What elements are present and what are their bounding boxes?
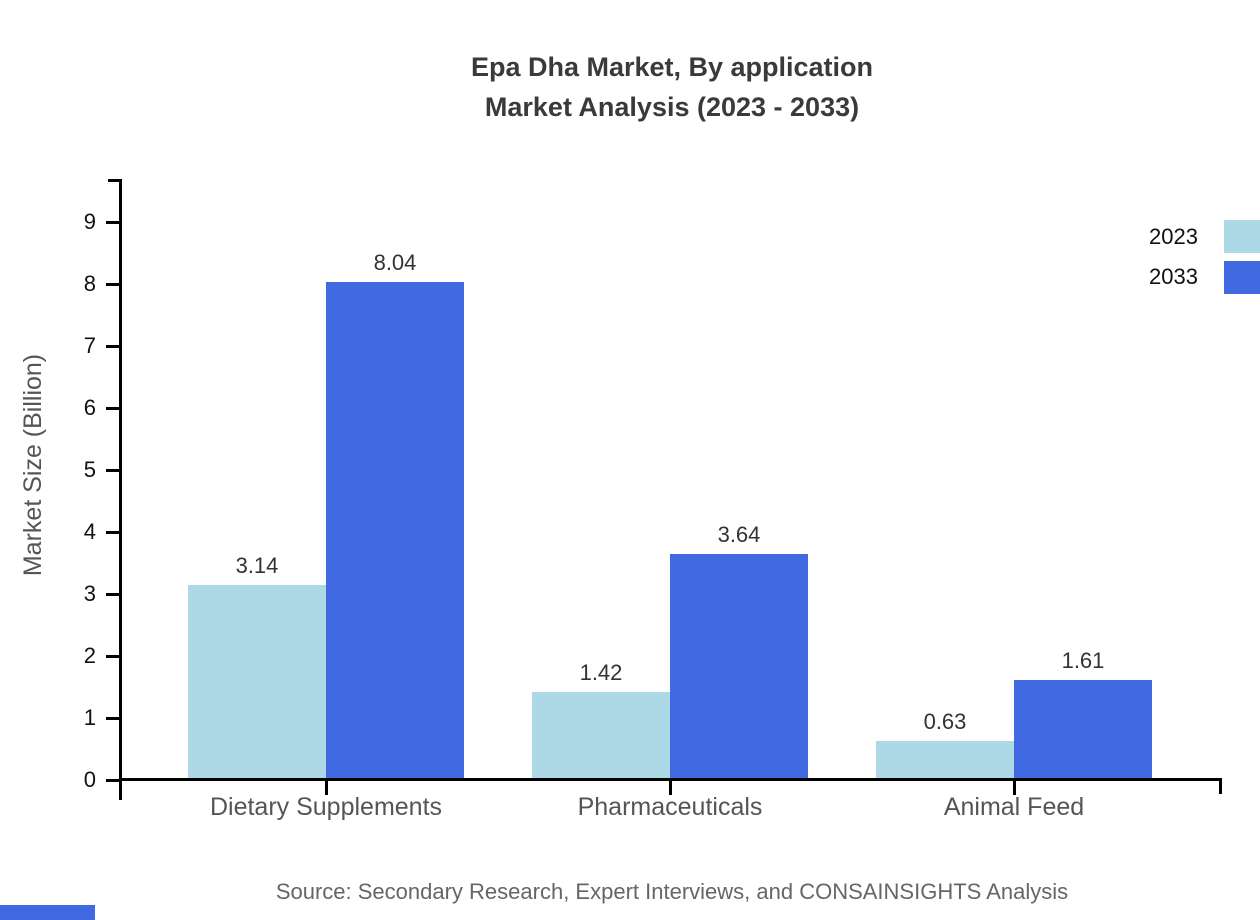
y-axis-line <box>119 180 122 800</box>
x-axis-line <box>119 778 1222 781</box>
bar-2023-pharmaceuticals <box>532 692 670 780</box>
source-attribution: Source: Secondary Research, Expert Inter… <box>275 879 1069 904</box>
y-tick-label: 4 <box>83 519 96 544</box>
value-label: 1.42 <box>579 660 623 685</box>
y-tick-label: 7 <box>83 333 96 358</box>
y-tick <box>106 407 122 410</box>
y-tick <box>106 221 122 224</box>
y-tick <box>106 655 122 658</box>
value-label: 8.04 <box>373 250 417 275</box>
y-tick <box>106 345 122 348</box>
y-tick-label: 9 <box>83 209 96 234</box>
y-tick-label: 0 <box>83 767 96 792</box>
legend-label-2033: 2033 <box>1149 264 1198 289</box>
value-label: 1.61 <box>1061 648 1105 673</box>
clipped-blue-bar-bottom-left <box>0 905 95 920</box>
y-tick-label: 8 <box>83 271 96 296</box>
chart-title-line-1: Epa Dha Market, By application <box>470 52 874 82</box>
y-tick-label: 5 <box>83 457 96 482</box>
y-tick <box>106 469 122 472</box>
legend-swatch-2023 <box>1224 220 1260 253</box>
legend-label-2023: 2023 <box>1149 224 1198 249</box>
x-axis-end-cap <box>1219 781 1222 794</box>
chart-title-line-2: Market Analysis (2023 - 2033) <box>484 92 860 122</box>
y-tick-label: 6 <box>83 395 96 420</box>
value-label: 0.63 <box>923 709 967 734</box>
y-tick <box>106 593 122 596</box>
y-tick <box>106 531 122 534</box>
x-tick <box>669 781 672 795</box>
x-tick <box>1013 781 1016 795</box>
y-tick-label: 3 <box>83 581 96 606</box>
bar-2023-dietary-supplements <box>188 585 326 780</box>
x-tick <box>325 781 328 795</box>
value-label: 3.64 <box>717 522 761 547</box>
y-tick-label: 2 <box>83 643 96 668</box>
value-label: 3.14 <box>235 553 279 578</box>
legend-swatch-2033 <box>1224 261 1260 294</box>
bar-2023-animal-feed <box>876 741 1014 780</box>
y-axis-end-cap <box>108 179 122 182</box>
y-tick <box>106 283 122 286</box>
bar-2033-animal-feed <box>1014 680 1152 780</box>
y-tick <box>106 779 122 782</box>
category-label: Dietary Supplements <box>209 793 443 821</box>
y-tick <box>106 717 122 720</box>
bar-2033-dietary-supplements <box>326 282 464 780</box>
bar-2033-pharmaceuticals <box>670 554 808 780</box>
category-label: Pharmaceuticals <box>577 793 763 821</box>
y-tick-label: 1 <box>83 705 96 730</box>
category-label: Animal Feed <box>943 793 1085 821</box>
